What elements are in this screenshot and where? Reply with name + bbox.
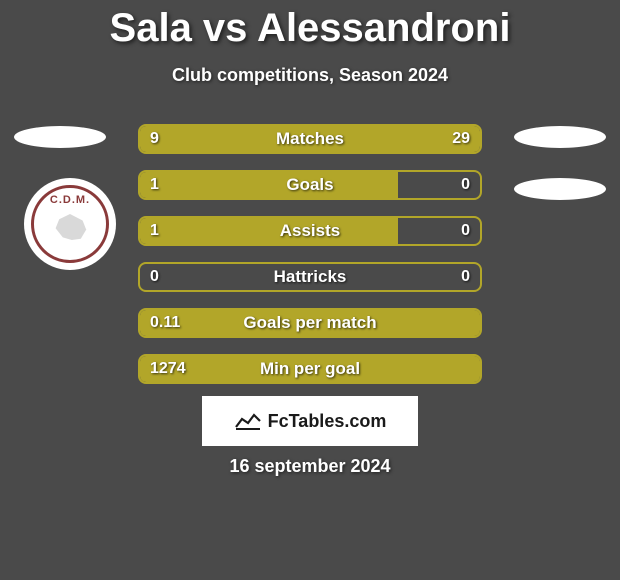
bar-fill-left [140, 310, 480, 336]
team-badge: C.D.M. [24, 178, 116, 270]
bar-value-left: 1 [150, 218, 159, 244]
stats-bars: Matches929Goals10Assists10Hattricks00Goa… [138, 124, 482, 400]
stat-bar-row: Hattricks0 0 [138, 262, 482, 292]
fctables-icon [234, 411, 262, 431]
bar-fill-left [140, 356, 480, 382]
bar-fill-left [140, 218, 398, 244]
page-title: Sala vs Alessandroni [0, 0, 620, 51]
bar-label: Hattricks [140, 264, 480, 290]
stat-bar-row: Min per goal1274 [138, 354, 482, 384]
player-marker-right-1 [514, 126, 606, 148]
bar-value-right: 0 [461, 264, 470, 290]
source-logo-text: FcTables.com [268, 411, 387, 432]
stat-bar-row: Goals per match0.11 [138, 308, 482, 338]
bar-value-left: 0 [150, 264, 159, 290]
stat-bar-row: Matches929 [138, 124, 482, 154]
stat-bar-row: Goals10 [138, 170, 482, 200]
bar-value-left: 1 [150, 172, 159, 198]
player-marker-left [14, 126, 106, 148]
bar-value-right: 0 [461, 172, 470, 198]
badge-emblem-icon [52, 214, 88, 240]
source-logo: FcTables.com [202, 396, 418, 446]
bar-value-left: 1274 [150, 356, 186, 382]
badge-top-text: C.D.M. [50, 194, 90, 206]
bar-value-left: 9 [150, 126, 159, 152]
subtitle: Club competitions, Season 2024 [0, 65, 620, 86]
date-text: 16 september 2024 [0, 456, 620, 477]
bar-value-left: 0.11 [150, 310, 180, 336]
stat-bar-row: Assists10 [138, 216, 482, 246]
bar-value-right: 0 [461, 218, 470, 244]
bar-fill-left [140, 172, 398, 198]
player-marker-right-2 [514, 178, 606, 200]
bar-value-right: 29 [452, 126, 470, 152]
bar-fill-right [221, 126, 480, 152]
